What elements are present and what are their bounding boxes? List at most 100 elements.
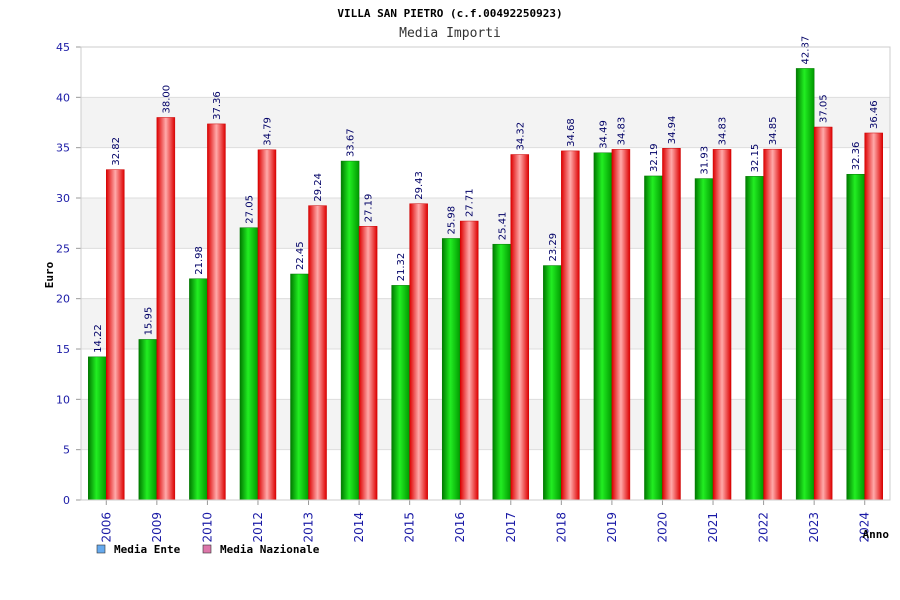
y-tick-label: 10	[56, 393, 70, 406]
y-tick-label: 0	[63, 494, 70, 507]
bar-media-nazionale-2009	[156, 117, 176, 501]
data-label-media-ente-2021: 31.93	[700, 146, 711, 175]
bar-media-nazionale-2022	[763, 148, 782, 501]
x-tick-label-2016: 2016	[453, 512, 467, 543]
bar-media-nazionale-2010	[207, 123, 226, 501]
x-tick-label-2013: 2013	[302, 512, 316, 543]
data-label-media-nazionale-2012: 34.79	[262, 117, 273, 146]
x-tick-label-2024: 2024	[858, 512, 872, 543]
data-label-media-nazionale-2009: 38.00	[161, 85, 172, 114]
data-label-media-ente-2014: 33.67	[346, 128, 357, 157]
bar-media-nazionale-2024	[864, 132, 883, 501]
bar-media-ente-2016	[441, 238, 461, 501]
data-label-media-ente-2013: 22.45	[295, 241, 306, 270]
data-label-media-nazionale-2018: 34.68	[566, 118, 577, 147]
x-tick-label-2019: 2019	[605, 512, 619, 543]
x-tick-label-2010: 2010	[200, 512, 214, 543]
data-label-media-nazionale-2024: 36.46	[869, 100, 880, 129]
y-tick-label: 30	[56, 192, 70, 205]
bar-media-ente-2022	[745, 176, 764, 501]
data-label-media-ente-2012: 27.05	[244, 195, 255, 224]
bar-media-ente-2006	[88, 356, 107, 501]
y-axis-label: Euro	[43, 261, 56, 288]
data-label-media-nazionale-2021: 34.83	[718, 117, 729, 146]
y-tick-label: 15	[56, 343, 70, 356]
bar-media-nazionale-2013	[308, 205, 327, 501]
bar-media-nazionale-2017	[510, 154, 530, 501]
plot-frame	[80, 46, 891, 501]
x-tick-label-2009: 2009	[150, 512, 164, 543]
data-label-media-nazionale-2006: 32.82	[111, 137, 122, 166]
legend: Media Ente Media Nazionale	[96, 543, 320, 556]
x-tick-label-2014: 2014	[352, 512, 366, 543]
bar-media-ente-2024	[846, 173, 865, 501]
x-tick-label-2006: 2006	[99, 512, 113, 543]
legend-label-media-nazionale: Media Nazionale	[220, 543, 320, 556]
data-label-media-ente-2018: 23.29	[548, 233, 559, 262]
x-tick-label-2023: 2023	[807, 512, 821, 543]
data-label-media-nazionale-2016: 27.71	[465, 188, 476, 217]
y-tick-label: 40	[56, 91, 70, 104]
x-tick-label-2017: 2017	[504, 512, 518, 543]
bar-media-nazionale-2006	[106, 169, 125, 501]
data-label-media-ente-2022: 32.15	[750, 144, 761, 173]
data-label-media-nazionale-2019: 34.83	[616, 117, 627, 146]
data-label-media-ente-2016: 25.98	[447, 206, 458, 235]
data-label-media-ente-2015: 21.32	[396, 253, 407, 282]
data-labels: 14.22 32.82 15.95 38.00 21.98 37.36 27.05 34.79…	[93, 36, 880, 353]
bar-media-ente-2017	[492, 243, 512, 501]
x-tick-label-2012: 2012	[251, 512, 265, 543]
bar-media-nazionale-2016	[459, 220, 479, 501]
data-label-media-nazionale-2020: 34.94	[667, 116, 678, 145]
legend-swatch-media-nazionale	[202, 544, 212, 554]
bar-media-nazionale-2023	[813, 126, 833, 501]
bars	[88, 68, 883, 501]
y-tick-label: 45	[56, 41, 70, 54]
x-tick-label-2022: 2022	[757, 512, 771, 543]
data-label-media-ente-2020: 32.19	[649, 143, 660, 172]
legend-swatch-media-ente	[96, 544, 106, 554]
bar-media-ente-2009	[138, 339, 158, 501]
data-label-media-nazionale-2014: 27.19	[364, 194, 375, 223]
data-label-media-nazionale-2022: 34.85	[768, 117, 779, 146]
grid-band	[81, 47, 890, 98]
bar-media-nazionale-2014	[358, 226, 378, 501]
bar-media-nazionale-2018	[561, 150, 580, 501]
bar-media-ente-2013	[290, 273, 309, 501]
data-label-media-ente-2017: 25.41	[497, 212, 508, 241]
data-label-media-ente-2024: 32.36	[851, 142, 862, 171]
x-tick-label-2015: 2015	[403, 512, 417, 543]
bar-media-nazionale-2020	[662, 148, 681, 501]
x-axis-label: Anno	[863, 528, 890, 541]
y-tick-label: 5	[63, 444, 70, 457]
chart-title: VILLA SAN PIETRO (c.f.00492250923)	[337, 7, 562, 20]
x-tick-label-2021: 2021	[706, 512, 720, 543]
bar-media-ente-2021	[694, 178, 714, 501]
data-label-media-nazionale-2015: 29.43	[414, 171, 425, 200]
bar-media-ente-2020	[644, 175, 663, 501]
bar-media-ente-2018	[543, 265, 562, 501]
data-label-media-nazionale-2017: 34.32	[515, 122, 526, 151]
bar-media-ente-2010	[189, 278, 208, 501]
x-tick-label-2020: 2020	[655, 512, 669, 543]
y-tick-label: 35	[56, 142, 70, 155]
y-tick-label: 25	[56, 242, 70, 255]
bar-media-ente-2012	[239, 227, 259, 501]
data-label-media-ente-2019: 34.49	[598, 120, 609, 149]
bar-media-nazionale-2021	[712, 149, 732, 501]
data-label-media-nazionale-2013: 29.24	[313, 173, 324, 202]
bar-media-nazionale-2019	[611, 149, 631, 501]
x-axis-ticks: 2006 2009 2010 2012 2013 2014 2015 2016 2017 2018…	[99, 500, 872, 543]
bar-media-ente-2015	[391, 285, 410, 501]
y-tick-label: 20	[56, 293, 70, 306]
data-label-media-nazionale-2023: 37.05	[819, 94, 830, 123]
bar-media-ente-2019	[593, 152, 613, 501]
bar-media-ente-2023	[795, 68, 815, 501]
data-label-media-ente-2009: 15.95	[143, 307, 154, 336]
chart-subtitle: Media Importi	[399, 26, 501, 41]
y-axis-ticks: 0 5 10 15 20 25 30 35 40 45	[56, 41, 81, 507]
data-label-media-ente-2023: 42.87	[801, 36, 812, 65]
bar-media-nazionale-2012	[257, 149, 277, 501]
bar-media-ente-2014	[340, 160, 360, 501]
bar-media-nazionale-2015	[409, 203, 428, 501]
